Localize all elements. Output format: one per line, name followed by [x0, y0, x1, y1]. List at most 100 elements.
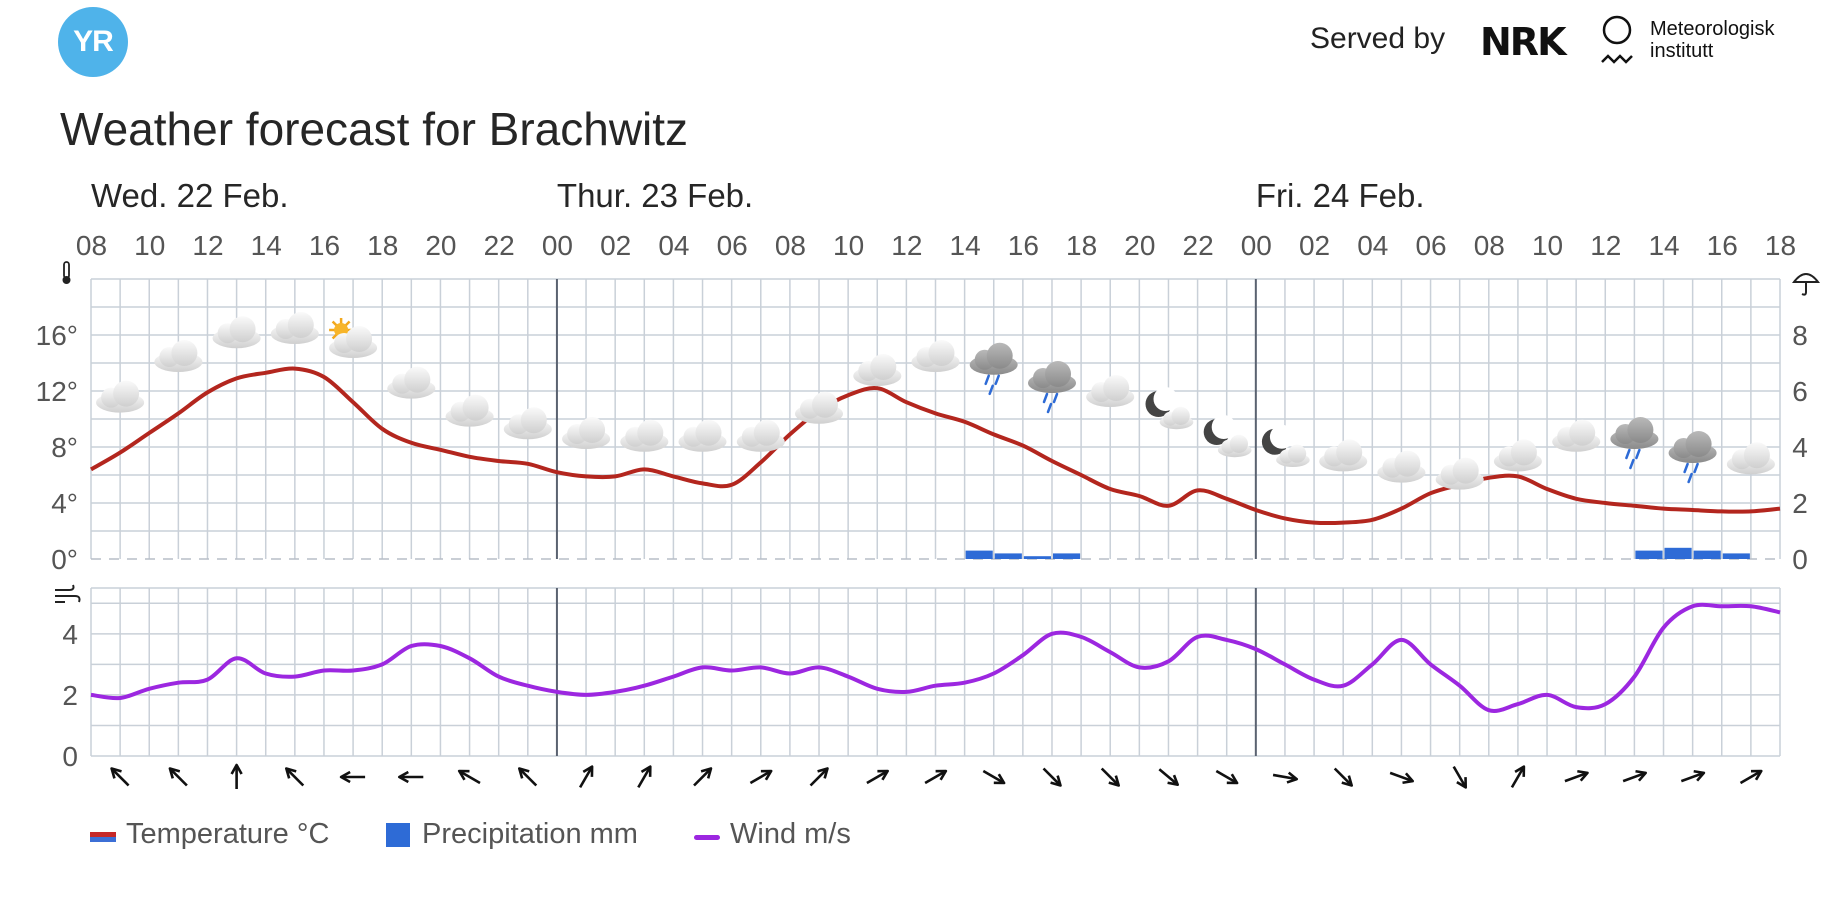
wind-arrow-icon	[1564, 769, 1589, 783]
hour-tick-label: 20	[425, 230, 456, 261]
moon-cloud-icon	[1145, 387, 1194, 430]
weather-symbols	[96, 312, 1775, 490]
wind-arrow-icon	[693, 767, 713, 787]
wind-arrow-icon	[1158, 768, 1179, 787]
wind-arrow-icon	[1510, 765, 1526, 789]
legend-temperature-label: Temperature °C	[126, 818, 330, 850]
cloud-icon	[1552, 419, 1601, 452]
precipitation-bar	[1023, 556, 1051, 559]
met-logo-line2: institutt	[1650, 40, 1714, 62]
wind-arrow-icon	[110, 767, 130, 787]
temperature-series	[90, 366, 1781, 526]
wind-arrow-icon	[578, 765, 594, 789]
cloud-icon	[620, 419, 669, 452]
hour-tick-label: 02	[1299, 230, 1330, 261]
hour-tick-label: 02	[600, 230, 631, 261]
hour-tick-label: 12	[192, 230, 223, 261]
rain-cloud-icon	[1610, 417, 1659, 470]
hour-tick-label: 00	[542, 230, 573, 261]
wind-arrow-icon	[1215, 769, 1239, 785]
chart-labels: Wed. 22 Feb. Thur. 23 Feb. Fri. 24 Feb.08 1…	[36, 177, 1808, 772]
cloud-icon	[1086, 375, 1135, 407]
wind-arrow-icon	[1100, 767, 1120, 787]
moon-cloud-icon	[1261, 424, 1310, 467]
moon-cloud-icon	[1203, 415, 1252, 458]
cloud-icon	[445, 394, 494, 427]
cloud-icon	[270, 312, 319, 344]
temperature-axis-label: 12°	[36, 376, 78, 407]
precipitation-axis-label: 4	[1792, 432, 1808, 463]
wind-arrow-icon	[339, 770, 366, 784]
wind-arrow-icon	[1680, 769, 1706, 783]
cloud-icon	[212, 316, 261, 349]
hour-tick-label: 04	[1357, 230, 1388, 261]
hour-tick-label: 10	[134, 230, 165, 261]
wind-arrow-icon	[1272, 771, 1299, 784]
wind-arrow-icon	[1042, 767, 1062, 787]
precipitation-bar	[1664, 547, 1692, 559]
temperature-line	[90, 366, 1781, 526]
precipitation-bar	[1635, 550, 1663, 559]
hour-tick-label: 22	[1183, 230, 1214, 261]
wind-arrow-icon	[749, 769, 773, 785]
hour-tick-label: 22	[484, 230, 515, 261]
hour-tick-label: 06	[1415, 230, 1446, 261]
hour-tick-label: 04	[658, 230, 689, 261]
cloud-icon	[562, 417, 611, 449]
hour-tick-label: 10	[1532, 230, 1563, 261]
axis-icons	[55, 261, 1821, 603]
partly-sunny-icon	[329, 318, 378, 358]
precipitation-bars	[965, 547, 1750, 559]
precipitation-bar	[1722, 553, 1750, 559]
legend-wind-label: Wind m/s	[730, 818, 851, 850]
day-label: Thur. 23 Feb.	[557, 177, 753, 214]
page-title: Weather forecast for Brachwitz	[60, 103, 689, 155]
cloud-icon	[1726, 442, 1775, 475]
wind-axis-label: 0	[62, 741, 78, 772]
wind-arrow-icon	[1452, 765, 1467, 789]
cloud-icon	[853, 354, 902, 386]
cloud-icon	[1493, 439, 1542, 472]
legend-temperature-swatch	[90, 832, 116, 842]
wind-arrow-icon	[168, 767, 188, 787]
hour-tick-label: 00	[1241, 230, 1272, 261]
cloud-icon	[736, 419, 785, 452]
hour-tick-label: 14	[251, 230, 282, 261]
precipitation-axis-label: 8	[1792, 320, 1808, 351]
cloud-icon	[795, 391, 843, 424]
hour-tick-label: 12	[891, 230, 922, 261]
nrk-logo[interactable]: NRK	[1480, 20, 1567, 64]
hour-tick-label: 08	[1474, 230, 1505, 261]
wind-arrow-icon	[457, 769, 481, 785]
chart-grid	[90, 278, 1781, 757]
served-by-label: Served by	[1310, 22, 1446, 55]
hour-tick-label: 20	[1124, 230, 1155, 261]
precipitation-axis-label: 0	[1792, 544, 1808, 575]
wind-arrow-icon	[285, 767, 305, 787]
legend-precipitation-label: Precipitation mm	[422, 818, 638, 850]
precipitation-bar	[965, 550, 993, 559]
cloud-icon	[1319, 439, 1368, 472]
wind-arrow-icon	[518, 767, 538, 787]
rain-cloud-icon	[1668, 431, 1717, 484]
legend-precipitation-swatch	[386, 823, 410, 847]
hour-tick-label: 18	[367, 230, 398, 261]
yr-logo[interactable]: YR	[58, 7, 128, 77]
wind-arrow-icon	[1622, 769, 1647, 783]
wind-arrow-icon	[1333, 767, 1353, 787]
cloud-icon	[1435, 457, 1484, 490]
cloud-icon	[96, 380, 145, 413]
wind-arrow-icon	[397, 770, 424, 784]
precipitation-bar	[994, 553, 1022, 559]
day-label: Wed. 22 Feb.	[91, 177, 289, 214]
wind-arrow-icon	[982, 769, 1006, 785]
met-institute-logo[interactable]: Meteorologisk institutt	[1650, 18, 1810, 62]
hour-tick-label: 18	[1765, 230, 1796, 261]
wind-axis-label: 2	[62, 680, 78, 711]
hour-tick-label: 06	[717, 230, 748, 261]
wind-arrow-icon	[809, 767, 829, 787]
wind-arrow-icon	[1389, 771, 1414, 785]
cloud-icon	[1377, 450, 1426, 483]
hour-tick-label: 16	[1008, 230, 1039, 261]
